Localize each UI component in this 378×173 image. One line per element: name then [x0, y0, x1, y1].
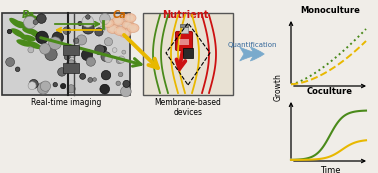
Bar	[143, 13, 233, 95]
Circle shape	[37, 82, 49, 94]
Ellipse shape	[16, 39, 32, 47]
Ellipse shape	[124, 13, 136, 22]
Text: Time: Time	[320, 166, 340, 173]
Bar	[180, 27, 188, 33]
Bar	[180, 24, 188, 27]
Ellipse shape	[130, 25, 136, 31]
Ellipse shape	[124, 22, 132, 28]
Circle shape	[112, 48, 117, 52]
Circle shape	[80, 73, 86, 79]
Ellipse shape	[127, 15, 133, 21]
Circle shape	[53, 82, 57, 87]
Bar	[183, 48, 193, 58]
Ellipse shape	[107, 25, 119, 34]
Circle shape	[100, 84, 110, 94]
Circle shape	[57, 68, 66, 76]
Circle shape	[28, 47, 34, 53]
Circle shape	[66, 60, 77, 70]
Ellipse shape	[9, 18, 23, 28]
Circle shape	[24, 16, 36, 29]
Circle shape	[7, 29, 12, 34]
Ellipse shape	[112, 16, 124, 25]
Circle shape	[93, 78, 96, 81]
Circle shape	[104, 20, 108, 24]
Ellipse shape	[15, 21, 29, 29]
Circle shape	[121, 86, 131, 97]
Circle shape	[104, 38, 113, 46]
Bar	[179, 39, 189, 45]
Circle shape	[40, 81, 51, 91]
Text: Coculture: Coculture	[307, 87, 353, 96]
Circle shape	[123, 80, 130, 88]
Circle shape	[101, 52, 111, 62]
Circle shape	[73, 38, 79, 43]
Ellipse shape	[119, 29, 131, 38]
Circle shape	[60, 83, 66, 89]
Circle shape	[67, 48, 77, 58]
Circle shape	[63, 27, 71, 35]
Circle shape	[88, 78, 93, 82]
Circle shape	[15, 67, 20, 72]
Text: Pa: Pa	[22, 10, 34, 20]
Circle shape	[101, 46, 107, 52]
Ellipse shape	[20, 35, 36, 41]
Ellipse shape	[30, 31, 46, 39]
Circle shape	[105, 55, 112, 63]
Circle shape	[82, 22, 94, 34]
Text: Growth: Growth	[274, 73, 282, 101]
Circle shape	[95, 45, 105, 55]
Circle shape	[76, 35, 87, 45]
Circle shape	[100, 13, 110, 24]
Circle shape	[86, 57, 95, 66]
Text: Real-time imaging: Real-time imaging	[31, 98, 101, 107]
Text: Membrane-based
devices: Membrane-based devices	[155, 98, 222, 117]
Circle shape	[52, 32, 64, 43]
Ellipse shape	[102, 19, 114, 28]
Circle shape	[122, 50, 126, 54]
Circle shape	[64, 54, 70, 60]
Circle shape	[33, 20, 38, 25]
Circle shape	[101, 70, 111, 80]
Circle shape	[116, 57, 122, 64]
Ellipse shape	[22, 28, 38, 35]
Ellipse shape	[122, 20, 134, 30]
Text: Monoculture: Monoculture	[300, 6, 360, 15]
Circle shape	[81, 49, 93, 61]
Text: Quantification: Quantification	[227, 42, 277, 48]
Text: Ca: Ca	[113, 10, 127, 20]
FancyBboxPatch shape	[175, 31, 192, 51]
Circle shape	[67, 85, 75, 93]
Ellipse shape	[24, 15, 40, 21]
Circle shape	[40, 43, 50, 54]
Text: Nutrient: Nutrient	[162, 10, 208, 20]
Ellipse shape	[115, 18, 121, 24]
Circle shape	[49, 37, 61, 50]
Ellipse shape	[110, 26, 116, 32]
Circle shape	[77, 37, 81, 40]
Ellipse shape	[121, 30, 129, 36]
Circle shape	[29, 79, 38, 89]
Circle shape	[82, 16, 94, 27]
Ellipse shape	[104, 20, 112, 26]
Circle shape	[85, 15, 90, 19]
Ellipse shape	[114, 26, 126, 35]
Circle shape	[116, 81, 121, 86]
Ellipse shape	[26, 41, 42, 49]
Bar	[63, 63, 79, 73]
Circle shape	[95, 28, 103, 36]
Circle shape	[118, 72, 123, 77]
Circle shape	[100, 26, 105, 31]
Bar	[2, 13, 130, 95]
Circle shape	[118, 56, 125, 63]
Circle shape	[28, 82, 36, 90]
Circle shape	[37, 14, 46, 23]
Ellipse shape	[116, 28, 124, 34]
Circle shape	[6, 58, 14, 66]
Ellipse shape	[11, 28, 25, 38]
Circle shape	[45, 48, 57, 61]
Circle shape	[78, 21, 82, 26]
Circle shape	[36, 31, 48, 44]
Bar	[63, 45, 79, 55]
Ellipse shape	[127, 24, 139, 33]
